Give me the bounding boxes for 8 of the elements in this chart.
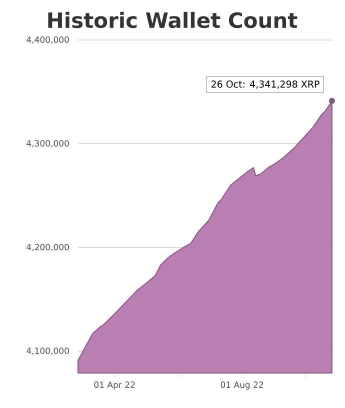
y-tick-label: 4,300,000	[26, 140, 69, 148]
y-tick-label: 4,200,000	[26, 244, 69, 252]
y-tick-label: 4,100,000	[26, 348, 69, 355]
y-tick-label: 4,400,000	[26, 36, 69, 44]
x-tick-label: 01 Aug 22	[220, 382, 264, 390]
chart-title: Historic Wallet Count	[48, 12, 298, 28]
x-tick-label: 01 Apr 22	[94, 382, 135, 390]
annotation: 26 Oct: 4,341,298 XRP	[211, 80, 320, 89]
